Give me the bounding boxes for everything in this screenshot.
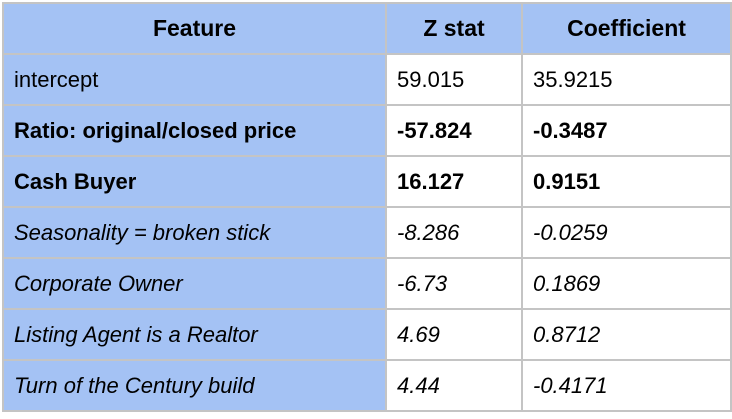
z-stat-cell: 4.69 bbox=[385, 308, 523, 361]
table-row: Listing Agent is a Realtor 4.69 0.8712 bbox=[2, 308, 732, 361]
z-stat-cell: -57.824 bbox=[385, 104, 523, 157]
coefficient-cell: 0.9151 bbox=[521, 155, 732, 208]
coefficient-cell: 35.9215 bbox=[521, 53, 732, 106]
feature-cell: Turn of the Century build bbox=[2, 359, 387, 412]
table-row: Turn of the Century build 4.44 -0.4171 bbox=[2, 359, 732, 412]
coefficient-cell: -0.0259 bbox=[521, 206, 732, 259]
coefficient-cell: 0.8712 bbox=[521, 308, 732, 361]
feature-cell: Cash Buyer bbox=[2, 155, 387, 208]
coefficient-cell: -0.3487 bbox=[521, 104, 732, 157]
table-header-row: Feature Z stat Coefficient bbox=[2, 2, 732, 55]
table-row: Cash Buyer 16.127 0.9151 bbox=[2, 155, 732, 208]
feature-cell: Seasonality = broken stick bbox=[2, 206, 387, 259]
table-row: Ratio: original/closed price -57.824 -0.… bbox=[2, 104, 732, 157]
table-row: Seasonality = broken stick -8.286 -0.025… bbox=[2, 206, 732, 259]
coefficient-cell: 0.1869 bbox=[521, 257, 732, 310]
feature-cell: Listing Agent is a Realtor bbox=[2, 308, 387, 361]
table-row: Corporate Owner -6.73 0.1869 bbox=[2, 257, 732, 310]
header-z-stat: Z stat bbox=[385, 2, 523, 55]
z-stat-cell: 16.127 bbox=[385, 155, 523, 208]
header-coefficient: Coefficient bbox=[521, 2, 732, 55]
feature-cell: Ratio: original/closed price bbox=[2, 104, 387, 157]
feature-cell: Corporate Owner bbox=[2, 257, 387, 310]
feature-cell: intercept bbox=[2, 53, 387, 106]
z-stat-cell: 4.44 bbox=[385, 359, 523, 412]
regression-results-table: Feature Z stat Coefficient intercept 59.… bbox=[2, 2, 732, 412]
z-stat-cell: -8.286 bbox=[385, 206, 523, 259]
coefficient-cell: -0.4171 bbox=[521, 359, 732, 412]
z-stat-cell: -6.73 bbox=[385, 257, 523, 310]
header-feature: Feature bbox=[2, 2, 387, 55]
table-row: intercept 59.015 35.9215 bbox=[2, 53, 732, 106]
z-stat-cell: 59.015 bbox=[385, 53, 523, 106]
